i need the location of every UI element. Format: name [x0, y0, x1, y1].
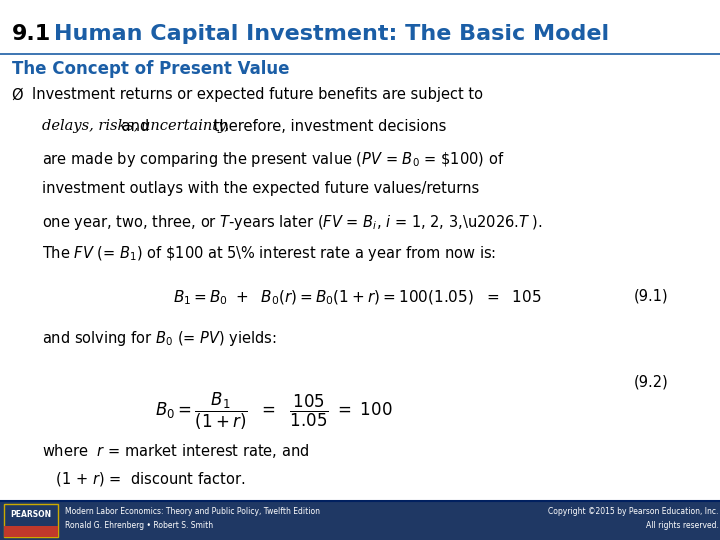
Text: $B_1 = B_0\ +\ \ B_0(r) = B_0(1+r) = 100(1.05)\ \ =\ \ 105$: $B_1 = B_0\ +\ \ B_0(r) = B_0(1+r) = 100…: [173, 288, 541, 307]
Text: 9.1: 9.1: [12, 24, 51, 44]
Text: and solving for $B_0$ (= $\mathit{PV}$) yields:: and solving for $B_0$ (= $\mathit{PV}$) …: [42, 329, 276, 348]
Text: investment outlays with the expected future values/returns: investment outlays with the expected fut…: [42, 181, 479, 197]
Text: $B_0 = \dfrac{B_1}{(1+r)}\ \ =\ \ \dfrac{105}{1.05}\ =\ 100$: $B_0 = \dfrac{B_1}{(1+r)}\ \ =\ \ \dfrac…: [155, 391, 392, 432]
Text: are made by comparing the present value ($\mathit{PV}$ = $\mathit{B}_0$ = \$100): are made by comparing the present value …: [42, 150, 504, 169]
Text: therefore, investment decisions: therefore, investment decisions: [209, 119, 446, 134]
Text: Copyright ©2015 by Pearson Education, Inc.: Copyright ©2015 by Pearson Education, In…: [548, 507, 719, 516]
Bar: [4, 525, 58, 537]
Text: where  $r$ = market interest rate, and: where $r$ = market interest rate, and: [42, 442, 309, 460]
Text: Human Capital Investment: The Basic Model: Human Capital Investment: The Basic Mode…: [54, 24, 609, 44]
Bar: [0, 501, 720, 540]
Text: (9.2): (9.2): [634, 375, 668, 390]
Text: The Concept of Present Value: The Concept of Present Value: [12, 60, 289, 78]
Text: Modern Labor Economics: Theory and Public Policy, Twelfth Edition: Modern Labor Economics: Theory and Publi…: [65, 507, 320, 516]
Text: PEARSON: PEARSON: [10, 510, 51, 519]
Text: delays, risks,: delays, risks,: [42, 119, 138, 133]
Text: Investment returns or expected future benefits are subject to: Investment returns or expected future be…: [32, 87, 483, 103]
Text: The $\mathit{FV}$ (= $\mathit{B}_1$) of \$100 at 5\% interest rate a year from n: The $\mathit{FV}$ (= $\mathit{B}_1$) of …: [42, 244, 495, 263]
Text: uncertainty,: uncertainty,: [141, 119, 229, 133]
Text: and: and: [117, 119, 154, 134]
Text: (9.1): (9.1): [634, 288, 668, 303]
Text: Ø: Ø: [12, 87, 23, 103]
Text: one year, two, three, or $\mathit{T}$-years later ($\mathit{FV}$ = $\mathit{B}_i: one year, two, three, or $\mathit{T}$-ye…: [42, 213, 542, 232]
Bar: [4, 504, 58, 537]
Text: Ronald G. Ehrenberg • Robert S. Smith: Ronald G. Ehrenberg • Robert S. Smith: [65, 521, 213, 530]
Text: (1 + $r$) =  discount factor.: (1 + $r$) = discount factor.: [42, 470, 245, 488]
Text: All rights reserved.: All rights reserved.: [646, 521, 719, 530]
